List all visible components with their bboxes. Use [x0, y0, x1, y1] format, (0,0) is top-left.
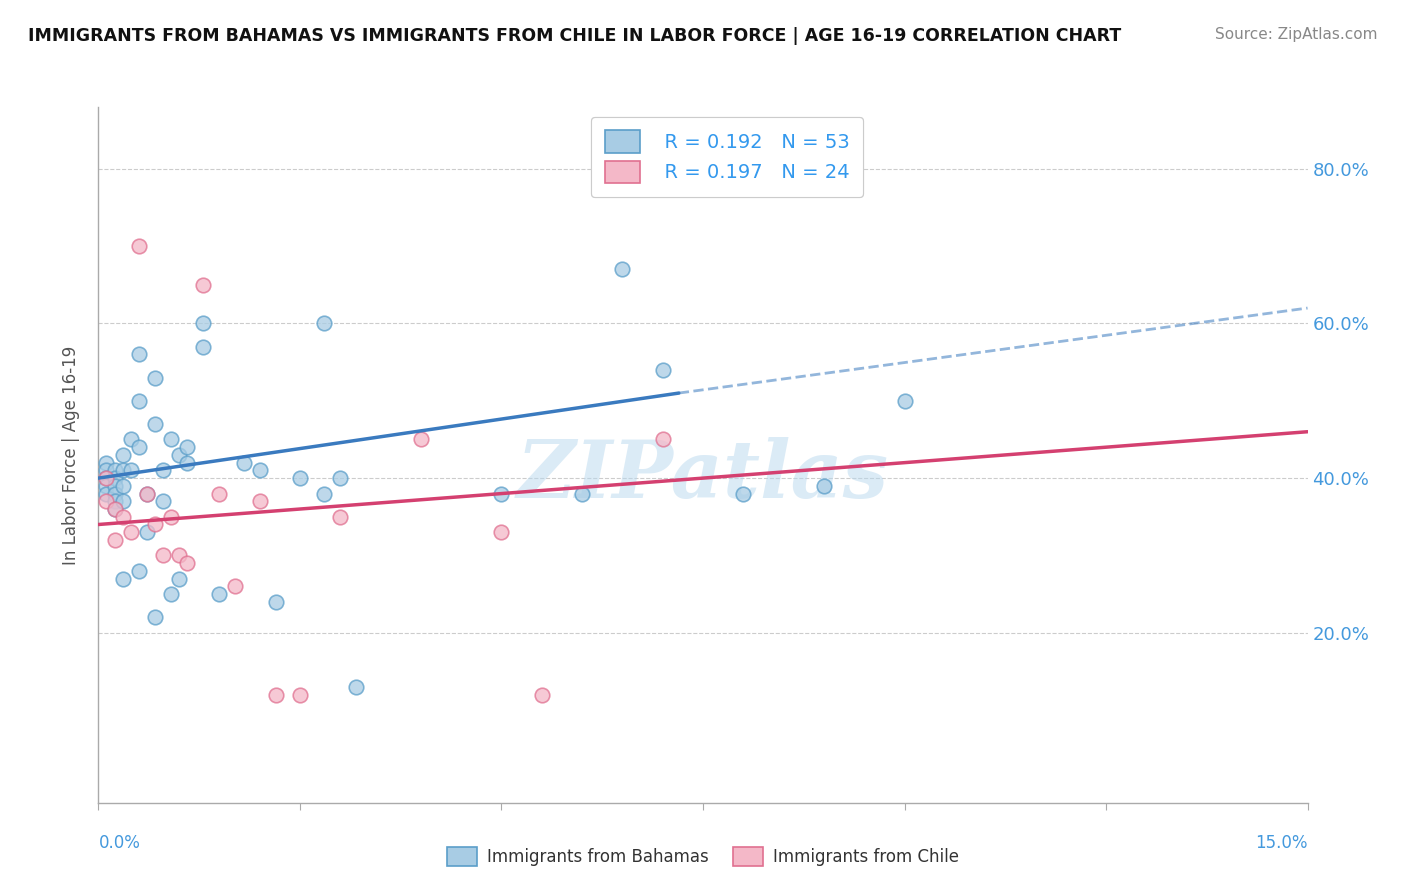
Point	[612, 262, 634, 277]
Point	[103, 502, 125, 516]
Point	[264, 595, 287, 609]
Point	[232, 456, 254, 470]
Point	[176, 440, 198, 454]
Point	[160, 587, 183, 601]
Point	[96, 479, 118, 493]
Point	[491, 525, 513, 540]
Point	[128, 347, 150, 361]
Point	[167, 572, 190, 586]
Point	[176, 556, 198, 570]
Point	[111, 509, 134, 524]
Point	[120, 525, 142, 540]
Legend:   R = 0.192   N = 53,   R = 0.197   N = 24: R = 0.192 N = 53, R = 0.197 N = 24	[592, 117, 863, 196]
Point	[160, 433, 183, 447]
Point	[128, 239, 150, 253]
Point	[111, 572, 134, 586]
Point	[120, 463, 142, 477]
Point	[96, 494, 118, 508]
Point	[571, 486, 593, 500]
Text: 0.0%: 0.0%	[98, 834, 141, 852]
Point	[143, 370, 166, 384]
Point	[733, 486, 755, 500]
Text: 15.0%: 15.0%	[1256, 834, 1308, 852]
Point	[314, 486, 336, 500]
Point	[111, 494, 134, 508]
Point	[103, 533, 125, 547]
Point	[143, 610, 166, 624]
Point	[103, 486, 125, 500]
Point	[103, 479, 125, 493]
Point	[103, 471, 125, 485]
Point	[329, 509, 352, 524]
Point	[128, 440, 150, 454]
Point	[249, 463, 271, 477]
Text: Source: ZipAtlas.com: Source: ZipAtlas.com	[1215, 27, 1378, 42]
Point	[288, 471, 311, 485]
Point	[491, 486, 513, 500]
Point	[152, 463, 174, 477]
Point	[193, 277, 215, 292]
Point	[208, 486, 231, 500]
Y-axis label: In Labor Force | Age 16-19: In Labor Force | Age 16-19	[62, 345, 80, 565]
Point	[249, 494, 271, 508]
Text: IMMIGRANTS FROM BAHAMAS VS IMMIGRANTS FROM CHILE IN LABOR FORCE | AGE 16-19 CORR: IMMIGRANTS FROM BAHAMAS VS IMMIGRANTS FR…	[28, 27, 1122, 45]
Point	[111, 448, 134, 462]
Point	[314, 317, 336, 331]
Point	[120, 433, 142, 447]
Point	[288, 688, 311, 702]
Point	[409, 433, 432, 447]
Legend: Immigrants from Bahamas, Immigrants from Chile: Immigrants from Bahamas, Immigrants from…	[439, 838, 967, 875]
Point	[329, 471, 352, 485]
Point	[143, 417, 166, 431]
Point	[111, 463, 134, 477]
Point	[193, 340, 215, 354]
Point	[96, 471, 118, 485]
Point	[128, 393, 150, 408]
Point	[135, 525, 157, 540]
Point	[893, 393, 915, 408]
Point	[143, 517, 166, 532]
Point	[96, 456, 118, 470]
Point	[96, 463, 118, 477]
Point	[530, 688, 553, 702]
Point	[193, 317, 215, 331]
Point	[264, 688, 287, 702]
Point	[135, 486, 157, 500]
Point	[103, 502, 125, 516]
Point	[813, 479, 835, 493]
Point	[224, 579, 246, 593]
Point	[96, 471, 118, 485]
Point	[96, 486, 118, 500]
Point	[128, 564, 150, 578]
Point	[160, 509, 183, 524]
Point	[176, 456, 198, 470]
Text: ZIPatlas: ZIPatlas	[517, 437, 889, 515]
Point	[167, 549, 190, 563]
Point	[103, 494, 125, 508]
Point	[651, 433, 673, 447]
Point	[111, 479, 134, 493]
Point	[152, 549, 174, 563]
Point	[344, 680, 367, 694]
Point	[167, 448, 190, 462]
Point	[135, 486, 157, 500]
Point	[103, 463, 125, 477]
Point	[651, 363, 673, 377]
Point	[152, 494, 174, 508]
Point	[208, 587, 231, 601]
